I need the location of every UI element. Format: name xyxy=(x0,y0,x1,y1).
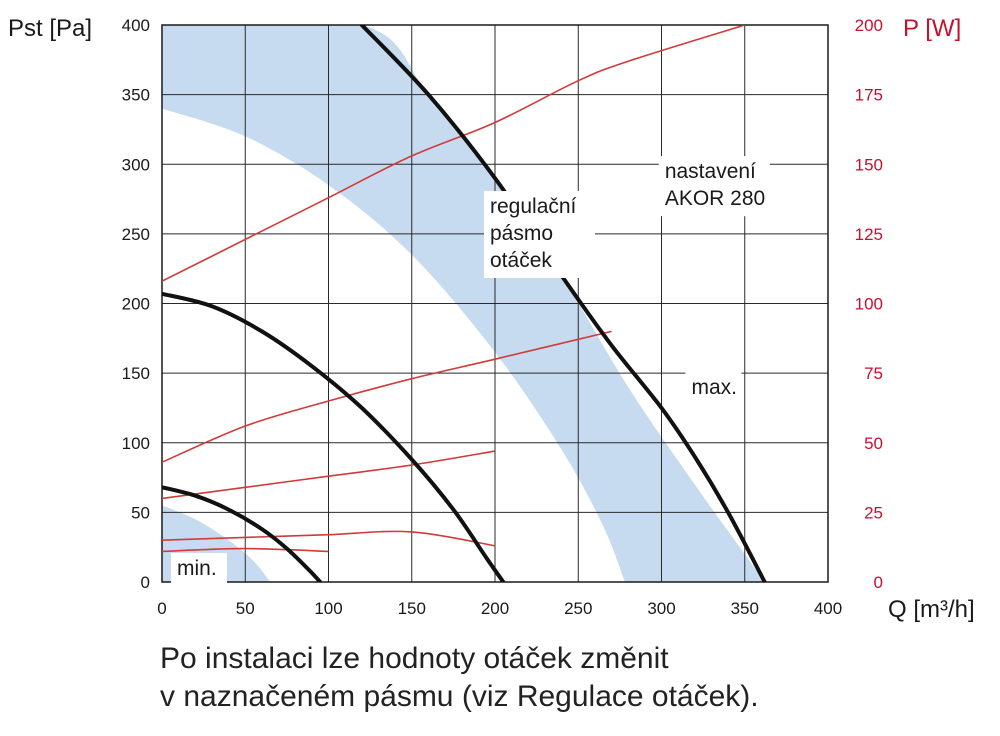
x-axis-label: Q [m³/h] xyxy=(888,596,975,623)
x-tick-label: 200 xyxy=(481,599,509,618)
plot-frame xyxy=(161,24,829,583)
annotation-bg xyxy=(484,190,596,278)
x-tick-label: 0 xyxy=(157,599,166,618)
curve-layer xyxy=(162,25,767,582)
annotation-text: AKOR 280 xyxy=(665,187,765,210)
y-axis-right-label: P [W] xyxy=(903,15,961,42)
power-layer xyxy=(162,25,746,553)
power-curve xyxy=(162,330,612,463)
y-right-tick-label: 150 xyxy=(855,155,883,174)
annotation-layer: nastavení AKOR 280 regulační pásmo otáček max… xyxy=(170,156,770,587)
annotation-text: otáček xyxy=(490,249,552,272)
y-left-tick-label: 100 xyxy=(122,434,150,453)
annotation-bg xyxy=(658,156,770,217)
pressure-curve xyxy=(162,485,323,582)
power-curve xyxy=(162,547,329,553)
y-left-tick-label: 50 xyxy=(131,503,150,522)
y-left-tick-label: 350 xyxy=(122,86,150,105)
power-curve xyxy=(162,530,496,547)
power-curve xyxy=(162,25,746,282)
y-right-tick-label: 175 xyxy=(855,86,883,105)
annotation-bg xyxy=(170,553,227,587)
x-tick-label: 150 xyxy=(398,599,426,618)
grid-layer xyxy=(161,24,829,583)
tick-layer: 0 50 100 150 200 250 300 350 4000501001502002503… xyxy=(122,16,883,618)
y-right-tick-label: 125 xyxy=(855,225,883,244)
caption-line-2: v naznačeném pásmu (viz Regulace otáček)… xyxy=(160,680,759,713)
pressure-curve xyxy=(359,25,767,582)
y-left-tick-label: 300 xyxy=(122,155,150,174)
y-left-tick-label: 400 xyxy=(122,16,150,35)
x-tick-label: 100 xyxy=(314,599,342,618)
annotation-text: regulační xyxy=(490,195,577,218)
annotation-text: pásmo xyxy=(490,222,553,245)
y-right-tick-label: 100 xyxy=(855,295,883,314)
x-tick-label: 400 xyxy=(814,599,842,618)
y-right-tick-label: 0 xyxy=(874,573,883,592)
y-left-tick-label: 150 xyxy=(122,364,150,383)
x-tick-label: 250 xyxy=(564,599,592,618)
pressure-curve xyxy=(162,291,506,582)
y-right-tick-label: 25 xyxy=(864,503,883,522)
caption-line-1: Po instalaci lze hodnoty otáček změnit xyxy=(160,642,669,675)
y-axis-left-label: Pst [Pa] xyxy=(8,15,92,42)
annotation-text: min. xyxy=(177,557,217,580)
x-tick-label: 350 xyxy=(731,599,759,618)
band-layer xyxy=(162,25,765,582)
annotation-text: nastavení xyxy=(665,160,756,183)
y-right-tick-label: 200 xyxy=(855,16,883,35)
regulation-band xyxy=(162,25,765,582)
x-tick-label: 300 xyxy=(647,599,675,618)
x-tick-label: 50 xyxy=(236,599,255,618)
y-right-tick-label: 50 xyxy=(864,434,883,453)
power-curve xyxy=(162,450,496,500)
y-left-tick-label: 200 xyxy=(122,295,150,314)
y-left-tick-label: 0 xyxy=(141,573,150,592)
y-right-tick-label: 75 xyxy=(864,364,883,383)
annotation-bg xyxy=(685,372,742,406)
y-left-tick-label: 250 xyxy=(122,225,150,244)
annotation-text: max. xyxy=(691,376,737,399)
